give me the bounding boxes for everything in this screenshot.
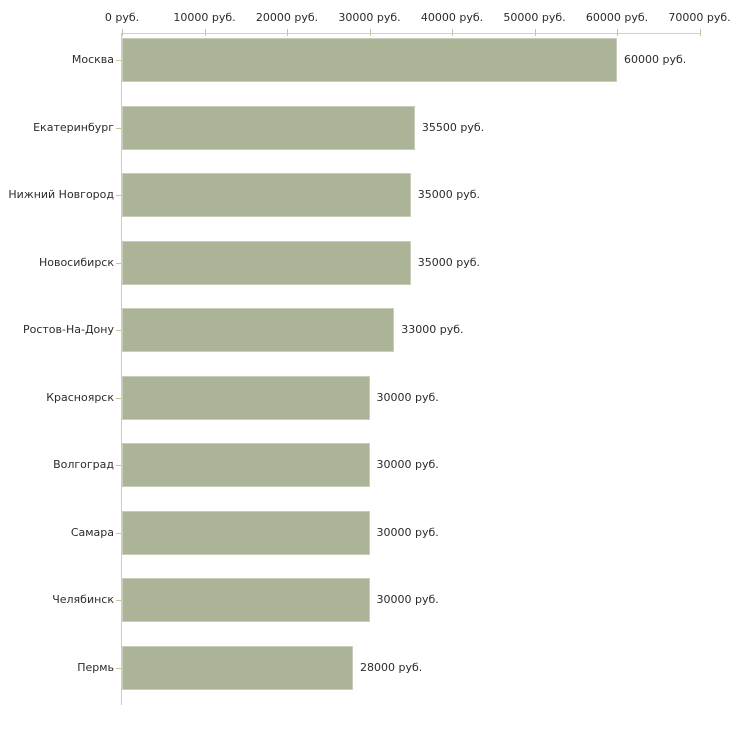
category-label: Москва [71,53,114,66]
x-tick-mark [122,29,123,36]
value-label: 33000 руб. [401,323,464,336]
bar [122,173,411,217]
bar [122,38,617,82]
y-axis-line [121,33,122,705]
x-tick-label: 0 руб. [104,11,140,24]
x-tick-mark [534,29,536,36]
bar [122,105,415,150]
x-tick-label: 30000 руб. [338,11,401,24]
x-tick-mark [452,29,453,36]
y-tick-mark [116,262,121,264]
bar [122,375,370,420]
bar [122,510,370,555]
y-tick-mark [116,532,121,534]
x-tick-label: 50000 руб. [503,11,566,24]
y-tick-mark [116,330,121,331]
value-label: 30000 руб. [376,390,439,404]
category-label: Самара [70,525,114,539]
y-tick-mark [116,600,121,601]
category-label: Пермь [77,660,114,674]
value-label: 30000 руб. [376,525,439,539]
x-tick-mark [369,29,371,36]
category-label: Волгоград [53,458,114,471]
x-tick-label: 70000 руб. [668,11,730,24]
bar [122,443,370,487]
category-label: Красноярск [46,390,114,404]
y-tick-mark [116,195,121,196]
value-label: 35000 руб. [417,255,481,269]
bar [122,645,353,690]
value-label: 30000 руб. [376,458,439,471]
category-label: Ростов-На-Дону [22,323,114,336]
x-tick-mark [617,29,618,36]
x-tick-label: 20000 руб. [255,11,319,24]
y-tick-mark [116,60,121,61]
x-tick-mark [204,29,206,36]
y-tick-mark [116,397,121,399]
x-tick-mark [287,29,288,36]
value-label: 60000 руб. [624,53,687,66]
value-label: 28000 руб. [360,660,423,674]
y-tick-mark [116,127,121,129]
x-tick-label: 10000 руб. [173,11,236,24]
category-label: Нижний Новгород [8,188,114,201]
bar [122,308,395,352]
bar [122,578,370,622]
y-tick-mark [116,465,121,466]
y-tick-mark [116,667,121,669]
category-label: Новосибирск [38,255,114,269]
x-axis-line [122,33,701,34]
x-tick-mark [699,29,701,36]
value-label: 30000 руб. [376,593,439,606]
value-label: 35000 руб. [417,188,481,201]
bar [122,240,411,285]
x-tick-label: 40000 руб. [420,11,484,24]
category-label: Челябинск [52,593,114,606]
value-label: 35500 руб. [421,120,485,134]
x-tick-label: 60000 руб. [585,11,649,24]
category-label: Екатеринбург [33,120,114,134]
